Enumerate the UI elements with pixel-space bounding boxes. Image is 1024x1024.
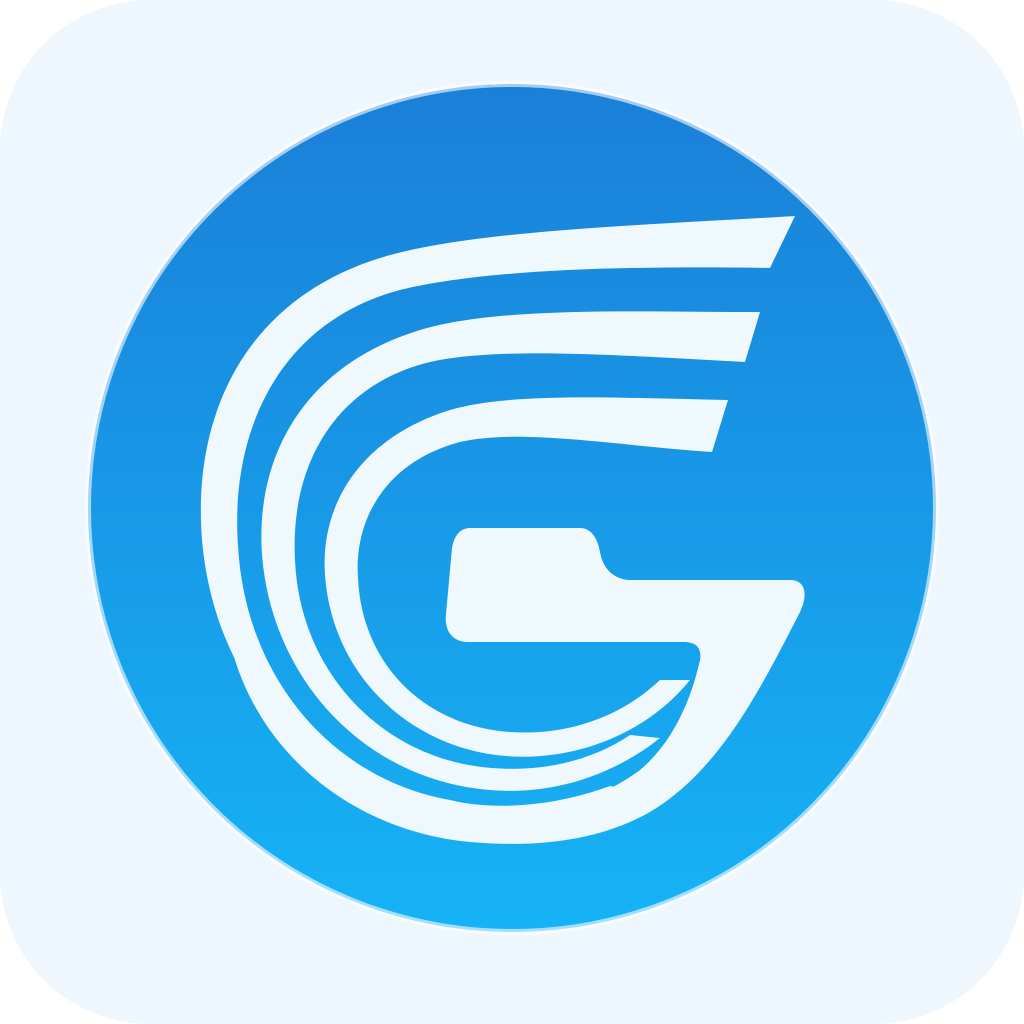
g-stripe-middle: [261, 311, 760, 791]
g-crossbar: [232, 528, 805, 844]
g-stripe-inner: [324, 397, 728, 757]
logo-glyph: [200, 216, 805, 844]
